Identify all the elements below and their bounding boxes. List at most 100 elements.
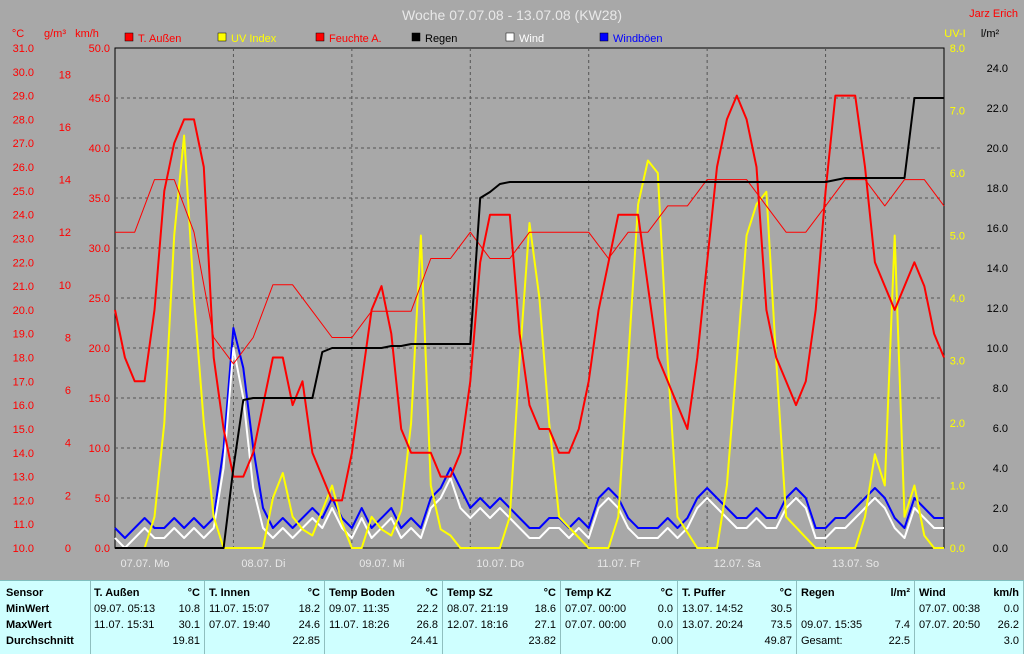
min-date: 11.07. 15:07 xyxy=(209,603,270,615)
avg-value: 23.82 xyxy=(528,635,556,647)
tick-label-celsius: 10.0 xyxy=(13,543,34,555)
max-value: 26.8 xyxy=(416,619,438,631)
max-date: 07.07. 20:50 xyxy=(919,619,981,631)
min-date: 07.07. 00:38 xyxy=(919,603,981,615)
legend-label: Regen xyxy=(425,33,457,45)
axis-unit-kmh: km/h xyxy=(75,28,99,40)
avg-value: 3.0 xyxy=(1003,635,1019,647)
legend-swatch xyxy=(217,32,227,42)
sensor-unit: km/h xyxy=(993,587,1019,599)
tick-label-celsius: 22.0 xyxy=(13,257,34,269)
tick-label-kmh: 40.0 xyxy=(89,143,110,155)
sensor-name: T. Puffer xyxy=(682,587,726,599)
axis-unit-rain: l/m² xyxy=(981,28,1000,40)
tick-label-celsius: 29.0 xyxy=(13,91,34,103)
tick-label-kmh: 45.0 xyxy=(89,93,110,105)
tick-label-rain: 20.0 xyxy=(987,143,1008,155)
max-value: 27.1 xyxy=(534,619,556,631)
table-column: T. Außen °C 09.07. 05:13 10.8 11.07. 15:31 30… xyxy=(90,581,205,654)
table-column: Temp KZ °C 07.07. 00:00 0.0 07.07. 00:00 0.0 0… xyxy=(561,581,678,654)
min-value: 30.5 xyxy=(770,603,792,615)
legend-label: Windböen xyxy=(613,33,663,45)
tick-label-celsius: 15.0 xyxy=(13,424,34,436)
tick-label-rain: 8.0 xyxy=(993,383,1008,395)
min-value: 0.0 xyxy=(1003,603,1019,615)
avg-value: 22.5 xyxy=(888,635,910,647)
sensor-name: Wind xyxy=(919,587,946,599)
tick-label-uv: 1.0 xyxy=(950,481,965,493)
max-date: 11.07. 18:26 xyxy=(329,619,390,631)
statistics-table: Sensor MinWert MaxWert Durchschnitt T. A… xyxy=(0,580,1024,654)
max-value: 30.1 xyxy=(178,619,200,631)
axis-unit-gram: g/m³ xyxy=(44,28,66,40)
x-tick-label: 11.07. Fr xyxy=(597,558,641,570)
avg-value: 19.81 xyxy=(172,635,200,647)
tick-label-rain: 4.0 xyxy=(993,463,1008,475)
sensor-name: T. Innen xyxy=(209,587,250,599)
tick-label-rain: 24.0 xyxy=(987,63,1008,75)
min-date: 09.07. 05:13 xyxy=(94,603,156,615)
sensor-unit: °C xyxy=(307,587,320,599)
tick-label-celsius: 17.0 xyxy=(13,376,34,388)
tick-label-uv: 8.0 xyxy=(950,43,965,55)
tick-label-gram: 18 xyxy=(59,69,71,81)
legend-label: Wind xyxy=(519,33,544,45)
tick-label-gram: 6 xyxy=(65,385,71,397)
min-date: 09.07. 11:35 xyxy=(329,603,390,615)
tick-label-celsius: 20.0 xyxy=(13,305,34,317)
legend-swatch xyxy=(124,32,134,42)
tick-label-kmh: 15.0 xyxy=(89,393,110,405)
tick-label-kmh: 30.0 xyxy=(89,243,110,255)
max-date: 07.07. 00:00 xyxy=(565,619,627,631)
max-date: 09.07. 15:35 xyxy=(801,619,863,631)
min-value: 0.0 xyxy=(657,603,673,615)
tick-label-kmh: 35.0 xyxy=(89,193,110,205)
max-value: 24.6 xyxy=(298,619,320,631)
tick-label-uv: 0.0 xyxy=(950,543,965,555)
sensor-unit: °C xyxy=(660,587,673,599)
legend-swatch xyxy=(599,32,609,42)
axis-unit-celsius: °C xyxy=(12,28,24,40)
series-line-wind xyxy=(114,347,944,549)
tick-label-gram: 14 xyxy=(59,175,71,187)
min-value: 18.6 xyxy=(534,603,556,615)
tick-label-celsius: 28.0 xyxy=(13,114,34,126)
min-date: 13.07. 14:52 xyxy=(682,603,744,615)
tick-label-gram: 12 xyxy=(59,227,71,239)
x-tick-label: 07.07. Mo xyxy=(121,558,170,570)
chart-title: Woche 07.07.08 - 13.07.08 (KW28) xyxy=(402,7,622,23)
tick-label-rain: 14.0 xyxy=(987,263,1008,275)
tick-label-gram: 8 xyxy=(65,332,71,344)
sensor-unit: °C xyxy=(779,587,792,599)
tick-label-celsius: 12.0 xyxy=(13,495,34,507)
tick-label-celsius: 11.0 xyxy=(13,519,34,531)
max-value: 0.0 xyxy=(657,619,673,631)
series-line-uvindex xyxy=(115,134,944,549)
tick-label-kmh: 0.0 xyxy=(95,543,110,555)
tick-label-rain: 6.0 xyxy=(993,423,1008,435)
x-tick-label: 13.07. So xyxy=(832,558,879,570)
legend-label: Feuchte A. xyxy=(329,33,382,45)
tick-label-gram: 2 xyxy=(65,490,71,502)
max-value: 73.5 xyxy=(770,619,792,631)
tick-label-celsius: 16.0 xyxy=(13,400,34,412)
tick-label-uv: 4.0 xyxy=(950,293,965,305)
row-label-avg: Durchschnitt xyxy=(6,635,74,647)
tick-label-celsius: 21.0 xyxy=(13,281,34,293)
x-tick-label: 08.07. Di xyxy=(241,558,285,570)
legend-swatch xyxy=(411,32,421,42)
sensor-name: Regen xyxy=(801,587,835,599)
tick-label-celsius: 13.0 xyxy=(13,472,34,484)
sensor-unit: l/m² xyxy=(890,587,910,599)
max-value: 7.4 xyxy=(894,619,910,631)
series-line-regen xyxy=(115,97,944,549)
row-labels: Sensor MinWert MaxWert Durchschnitt xyxy=(0,581,91,654)
tick-label-uv: 5.0 xyxy=(950,231,965,243)
min-date: 08.07. 21:19 xyxy=(447,603,509,615)
table-column: T. Innen °C 11.07. 15:07 18.2 07.07. 19:40 24… xyxy=(205,581,325,654)
row-label-min: MinWert xyxy=(6,603,50,615)
tick-label-kmh: 5.0 xyxy=(95,493,110,505)
max-date: 11.07. 15:31 xyxy=(94,619,155,631)
tick-label-gram: 16 xyxy=(59,122,71,134)
tick-label-rain: 0.0 xyxy=(993,543,1008,555)
